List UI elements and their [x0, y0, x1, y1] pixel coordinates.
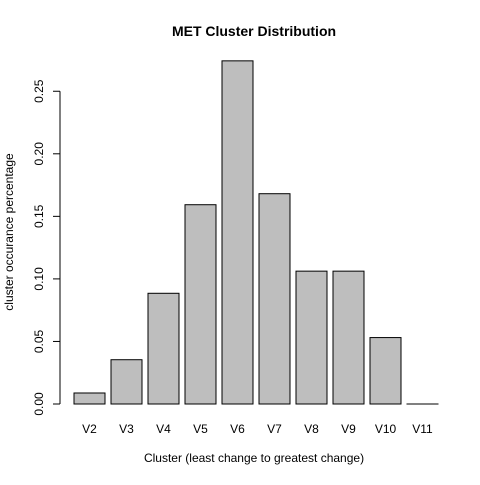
x-tick-label-v2: V2: [82, 422, 97, 436]
x-tick-label-v5: V5: [193, 422, 208, 436]
y-tick-label: 0.25: [32, 79, 46, 103]
y-axis-label: cluster occurance percentage: [2, 153, 16, 311]
bar-v10: [370, 338, 401, 404]
x-tick-label-v7: V7: [267, 422, 282, 436]
bar-v2: [74, 393, 105, 404]
chart-title: MET Cluster Distribution: [172, 23, 336, 39]
bar-v5: [185, 205, 216, 404]
bar-v9: [333, 271, 364, 404]
y-tick-label: 0.15: [32, 204, 46, 228]
x-tick-label-v10: V10: [375, 422, 397, 436]
bar-v8: [296, 271, 327, 404]
bar-v7: [259, 194, 290, 404]
y-axis: 0.00 0.05 0.10 0.15 0.20 0.25: [32, 79, 60, 415]
x-tick-label-v4: V4: [156, 422, 171, 436]
y-tick-label: 0.05: [32, 329, 46, 353]
x-tick-label-v8: V8: [304, 422, 319, 436]
bar-v3: [111, 360, 142, 404]
y-tick-label: 0.00: [32, 392, 46, 416]
x-tick-label-v3: V3: [119, 422, 134, 436]
x-tick-labels: V2 V3 V4 V5 V6 V7 V8 V9 V10 V11: [82, 422, 433, 436]
bars: [74, 61, 438, 404]
bar-v6: [222, 61, 253, 404]
x-axis-label: Cluster (least change to greatest change…: [144, 451, 364, 465]
y-tick-label: 0.20: [32, 142, 46, 166]
x-tick-label-v9: V9: [341, 422, 356, 436]
y-tick-label: 0.10: [32, 267, 46, 291]
x-tick-label-v6: V6: [230, 422, 245, 436]
x-tick-label-v11: V11: [412, 422, 433, 436]
bar-v4: [148, 293, 179, 404]
